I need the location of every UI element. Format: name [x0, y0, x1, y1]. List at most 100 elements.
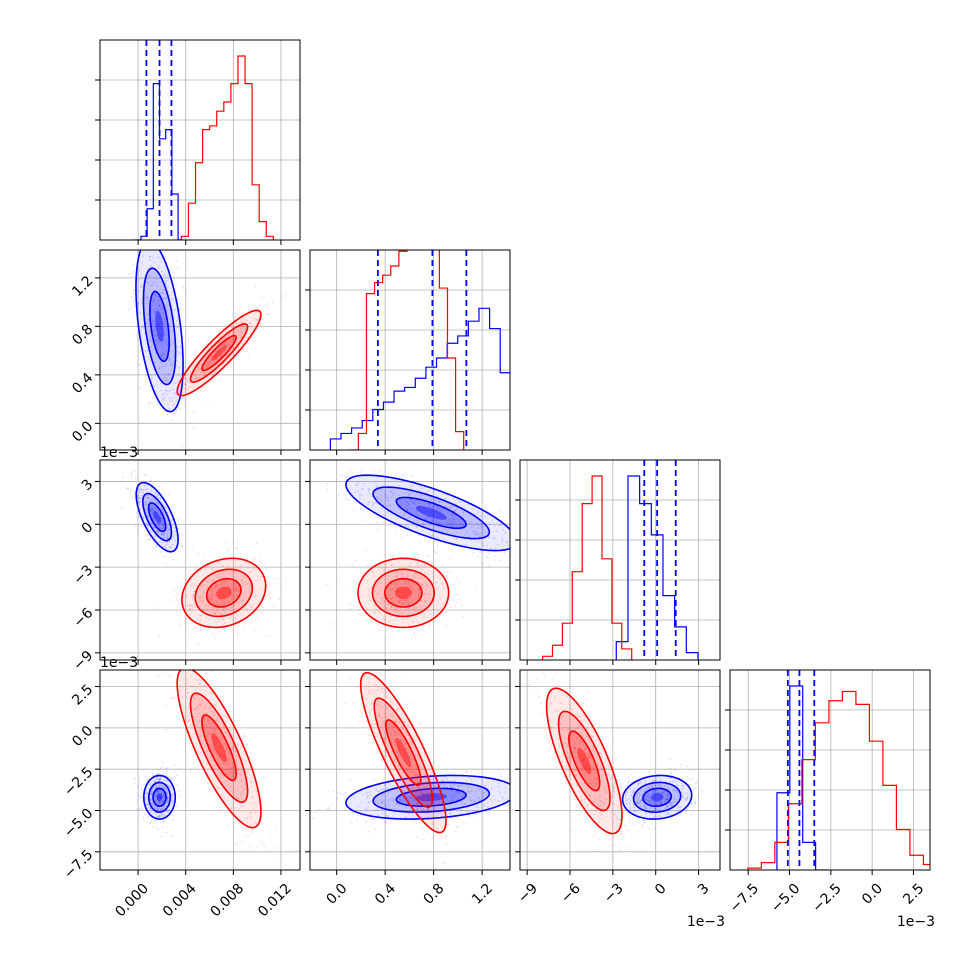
- scatter-point: [215, 365, 218, 368]
- scatter-point: [418, 588, 421, 591]
- scatter-point: [222, 565, 225, 567]
- scatter-point: [160, 527, 163, 530]
- scatter-point: [136, 477, 139, 480]
- scatter-point: [252, 567, 254, 570]
- scatter-point: [207, 604, 210, 607]
- scatter-point: [399, 500, 401, 503]
- scatter-point: [226, 565, 229, 568]
- scatter-point: [240, 321, 243, 324]
- scatter-point: [164, 334, 167, 336]
- scatter-point: [410, 492, 413, 495]
- scatter-point: [150, 521, 152, 523]
- scatter-point: [171, 518, 174, 521]
- scatter-point: [163, 524, 165, 527]
- scatter-point: [402, 599, 405, 602]
- scatter-point: [144, 381, 147, 384]
- x-tick-label: 0.000: [112, 881, 152, 921]
- scatter-point: [405, 587, 408, 590]
- scatter-point: [202, 371, 205, 373]
- scatter-point: [438, 501, 441, 503]
- scatter-point: [218, 583, 220, 586]
- scatter-point: [190, 572, 193, 575]
- scatter-point: [438, 522, 440, 525]
- scatter-point: [419, 504, 422, 507]
- scatter-point: [447, 581, 450, 583]
- scatter-point: [162, 511, 165, 514]
- scatter-point: [205, 600, 208, 603]
- scatter-point: [152, 517, 155, 519]
- scatter-point: [226, 328, 229, 331]
- scatter-point: [206, 609, 208, 612]
- scatter-point: [165, 339, 167, 341]
- scatter-point: [424, 600, 427, 602]
- scatter-point: [431, 534, 434, 537]
- scatter-point: [690, 814, 692, 817]
- scatter-point: [227, 342, 230, 344]
- scatter-point: [217, 351, 220, 353]
- scatter-point: [156, 342, 159, 344]
- scatter-point: [475, 533, 477, 536]
- scatter-point: [405, 589, 408, 592]
- scatter-point: [402, 591, 405, 594]
- scatter-point: [456, 826, 459, 829]
- scatter-point: [458, 581, 461, 584]
- scatter-point: [207, 629, 210, 632]
- scatter-point: [255, 579, 258, 582]
- scatter-point: [142, 489, 145, 491]
- scatter-point: [444, 834, 447, 837]
- scatter-point: [155, 285, 158, 288]
- scatter-point: [140, 329, 143, 332]
- scatter-point: [188, 604, 191, 606]
- scatter-point: [419, 613, 422, 616]
- scatter-point: [169, 344, 172, 346]
- scatter-point: [356, 687, 359, 689]
- scatter-point: [172, 835, 174, 838]
- scatter-point: [193, 590, 196, 592]
- scatter-point: [253, 613, 256, 616]
- scatter-point: [149, 509, 152, 512]
- scatter-point: [463, 533, 466, 536]
- scatter-point: [475, 522, 478, 525]
- scatter-point: [446, 571, 449, 573]
- scatter-point: [376, 593, 379, 595]
- scatter-point: [142, 492, 144, 495]
- scatter-point: [148, 274, 151, 277]
- scatter-point: [151, 511, 153, 514]
- scatter-point: [444, 498, 447, 501]
- scatter-point: [405, 523, 408, 526]
- scatter-point: [150, 374, 153, 377]
- scatter-point: [249, 326, 252, 329]
- scatter-point: [161, 335, 163, 338]
- scatter-point: [204, 605, 207, 607]
- scatter-point: [243, 318, 245, 321]
- scatter-point: [161, 508, 164, 511]
- scatter-point: [277, 578, 280, 580]
- scatter-point: [402, 480, 405, 483]
- scatter-point: [161, 362, 164, 365]
- scatter-point: [404, 579, 407, 582]
- scatter-point: [215, 585, 218, 588]
- scatter-point: [372, 571, 375, 573]
- scatter-point: [241, 599, 244, 602]
- scatter-point: [393, 576, 396, 579]
- scatter-point: [233, 587, 235, 589]
- scatter-point: [133, 777, 136, 780]
- scatter-point: [403, 581, 405, 584]
- scatter-point: [232, 584, 235, 586]
- scatter-point: [344, 702, 347, 705]
- scatter-point: [220, 613, 222, 615]
- scatter-point: [166, 527, 169, 529]
- scatter-point: [637, 818, 640, 821]
- scatter-point: [412, 502, 415, 504]
- scatter-point: [422, 577, 425, 579]
- scatter-point: [386, 499, 389, 502]
- scatter-point: [158, 497, 161, 500]
- scatter-point: [213, 618, 216, 621]
- scatter-point: [409, 555, 412, 558]
- scatter-point: [167, 525, 169, 528]
- scatter-point: [222, 594, 224, 597]
- scatter-point: [391, 490, 394, 493]
- scatter-point: [426, 490, 429, 493]
- scatter-point: [149, 346, 152, 348]
